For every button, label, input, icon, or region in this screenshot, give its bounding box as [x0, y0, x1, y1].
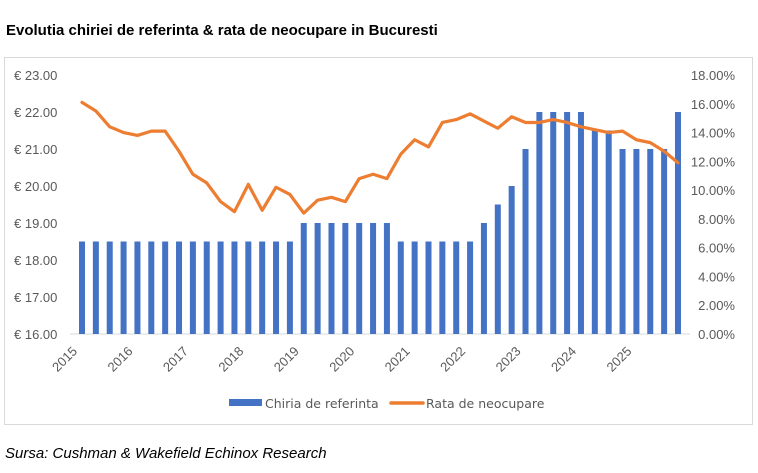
left-axis-tick-label: € 21.00: [14, 142, 57, 157]
bar: [259, 241, 266, 334]
right-axis-tick-label: 0.00%: [698, 327, 735, 342]
bar: [397, 241, 404, 334]
bar: [522, 149, 529, 334]
bar: [508, 186, 515, 334]
bar: [467, 241, 474, 334]
bar: [661, 149, 668, 334]
bar: [106, 241, 113, 334]
x-axis-tick-label: 2022: [437, 344, 468, 375]
right-axis-tick-label: 16.00%: [691, 97, 736, 112]
x-axis-tick-label: 2021: [382, 344, 413, 375]
bar: [176, 241, 183, 334]
chart-area: [4, 57, 753, 425]
bar: [383, 223, 390, 334]
x-axis-tick-label: 2020: [326, 344, 357, 375]
bar: [231, 241, 238, 334]
x-axis-tick-label: 2025: [603, 344, 634, 375]
bar: [134, 241, 141, 334]
x-axis-tick-label: 2017: [160, 344, 191, 375]
bar: [286, 241, 293, 334]
x-axis-tick-label: 2024: [548, 344, 579, 375]
left-axis-tick-label: € 18.00: [14, 253, 57, 268]
bar: [647, 149, 654, 334]
bar: [605, 130, 612, 334]
bar: [536, 112, 543, 334]
left-axis-tick-label: € 17.00: [14, 290, 57, 305]
bar: [203, 241, 210, 334]
bar: [300, 223, 307, 334]
x-axis-tick-label: 2015: [49, 344, 80, 375]
bar: [591, 130, 598, 334]
bar: [619, 149, 626, 334]
bar: [273, 241, 280, 334]
bar: [189, 241, 196, 334]
right-axis-tick-label: 2.00%: [698, 298, 735, 313]
bar: [162, 241, 169, 334]
left-axis-tick-label: € 16.00: [14, 327, 57, 342]
x-axis-tick-label: 2019: [271, 344, 302, 375]
left-axis-tick-label: € 20.00: [14, 179, 57, 194]
bar: [564, 112, 571, 334]
right-axis-tick-label: 6.00%: [698, 241, 735, 256]
bar: [370, 223, 377, 334]
bar: [411, 241, 418, 334]
bar: [120, 241, 127, 334]
legend-label: Rata de neocupare: [426, 396, 545, 411]
x-axis-tick-label: 2018: [215, 344, 246, 375]
left-axis-tick-label: € 19.00: [14, 216, 57, 231]
right-axis-tick-label: 4.00%: [698, 269, 735, 284]
right-axis-tick-label: 12.00%: [691, 154, 736, 169]
line-series-rata-de-neocupare: [80, 100, 680, 215]
bar: [494, 204, 501, 334]
bar: [453, 241, 460, 334]
right-axis-tick-label: 8.00%: [698, 212, 735, 227]
bar: [245, 241, 252, 334]
right-axis-tick-label: 18.00%: [691, 68, 736, 83]
bar: [480, 223, 487, 334]
x-axis-tick-label: 2023: [493, 344, 524, 375]
bar: [342, 223, 349, 334]
bar: [425, 241, 432, 334]
left-axis-tick-label: € 22.00: [14, 105, 57, 120]
legend-label: Chiria de referinta: [265, 396, 379, 411]
right-axis-tick-label: 10.00%: [691, 183, 736, 198]
bar: [356, 223, 363, 334]
source-note: Sursa: Cushman & Wakefield Echinox Resea…: [5, 445, 327, 462]
bar: [633, 149, 640, 334]
bar: [439, 241, 446, 334]
bar: [328, 223, 335, 334]
legend-swatch-bar: [229, 399, 262, 406]
x-axis-tick-label: 2016: [105, 344, 136, 375]
bar: [92, 241, 99, 334]
bar: [550, 112, 557, 334]
bar: [314, 223, 321, 334]
bar: [577, 112, 584, 334]
bar: [674, 112, 681, 334]
left-axis-tick-label: € 23.00: [14, 68, 57, 83]
right-axis-tick-label: 14.00%: [691, 126, 736, 141]
chart-title: Evolutia chiriei de referinta & rata de …: [6, 22, 438, 39]
bar: [217, 241, 224, 334]
bar: [148, 241, 155, 334]
bar: [79, 241, 85, 334]
